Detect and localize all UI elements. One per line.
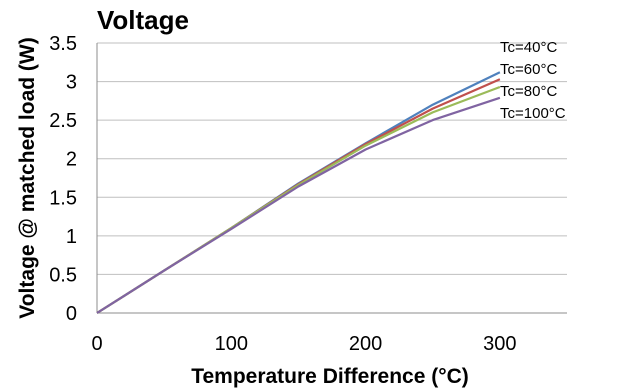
- x-tick-label: 100: [215, 333, 248, 355]
- axes: [96, 43, 567, 314]
- series-line-2: [96, 78, 501, 314]
- legend-entry-4: Tc=100°C: [500, 105, 566, 122]
- y-tick-label: 1: [66, 226, 77, 248]
- legend-entry-1: Tc=40°C: [500, 39, 557, 56]
- y-tick-label: 0: [66, 303, 77, 325]
- series-lines: [96, 71, 501, 314]
- x-tick-label: 0: [91, 333, 102, 355]
- legend-entry-2: Tc=60°C: [500, 61, 557, 78]
- y-tick-label: 2: [66, 149, 77, 171]
- gridlines: [97, 42, 567, 275]
- y-tick-label: 0.5: [49, 264, 77, 286]
- y-tick-label: 3: [66, 72, 77, 94]
- y-tick-label: 1.5: [49, 187, 77, 209]
- legend: Tc=40°C Tc=60°C Tc=80°C Tc=100°C: [500, 39, 566, 122]
- series-line-3: [96, 85, 501, 314]
- chart-title: Voltage: [97, 5, 189, 35]
- x-tick-label: 300: [483, 333, 516, 355]
- tick-labels: 0 0.5 1 1.5 2 2.5 3 3.5 0 100 200 300: [49, 33, 516, 355]
- series-line-1: [96, 71, 501, 314]
- x-tick-label: 200: [349, 333, 382, 355]
- y-tick-label: 3.5: [49, 33, 77, 55]
- y-axis-label: Voltage @ matched load (W): [16, 37, 39, 318]
- series-line-4: [96, 96, 501, 314]
- legend-entry-3: Tc=80°C: [500, 83, 557, 100]
- y-tick-label: 2.5: [49, 110, 77, 132]
- x-axis-label: Temperature Difference (°C): [191, 365, 469, 388]
